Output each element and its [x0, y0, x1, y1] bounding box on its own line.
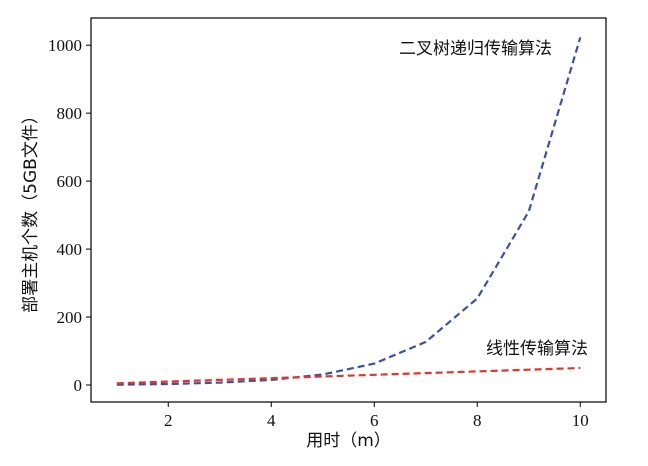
series-label-binary-tree: 二叉树递归传输算法: [399, 39, 552, 59]
series-line-binary-tree: [116, 37, 582, 386]
y-tick-label: 600: [57, 172, 83, 191]
y-tick-label: 1000: [48, 36, 82, 55]
series-line-linear: [116, 366, 581, 385]
x-tick-label: 8: [473, 411, 482, 430]
y-axis-title: 部署主机个数（5GB文件）: [21, 107, 41, 313]
x-tick-label: 2: [164, 411, 173, 430]
y-tick-label: 800: [57, 104, 83, 123]
y-tick-label: 0: [74, 376, 83, 395]
plot-marks: [116, 37, 582, 386]
x-tick-label: 4: [267, 411, 276, 430]
y-tick-label: 200: [57, 308, 83, 327]
x-axis-title: 用时（m）: [306, 431, 391, 451]
plot-frame: [90, 17, 607, 403]
x-tick-label: 6: [370, 411, 379, 430]
x-tick-label: 10: [572, 411, 589, 430]
y-tick-label: 400: [57, 240, 83, 259]
series-label-linear: 线性传输算法: [486, 339, 588, 359]
axis-ticks: 2 4 6 8 10 0 200 400 600 800 1000: [48, 36, 589, 430]
